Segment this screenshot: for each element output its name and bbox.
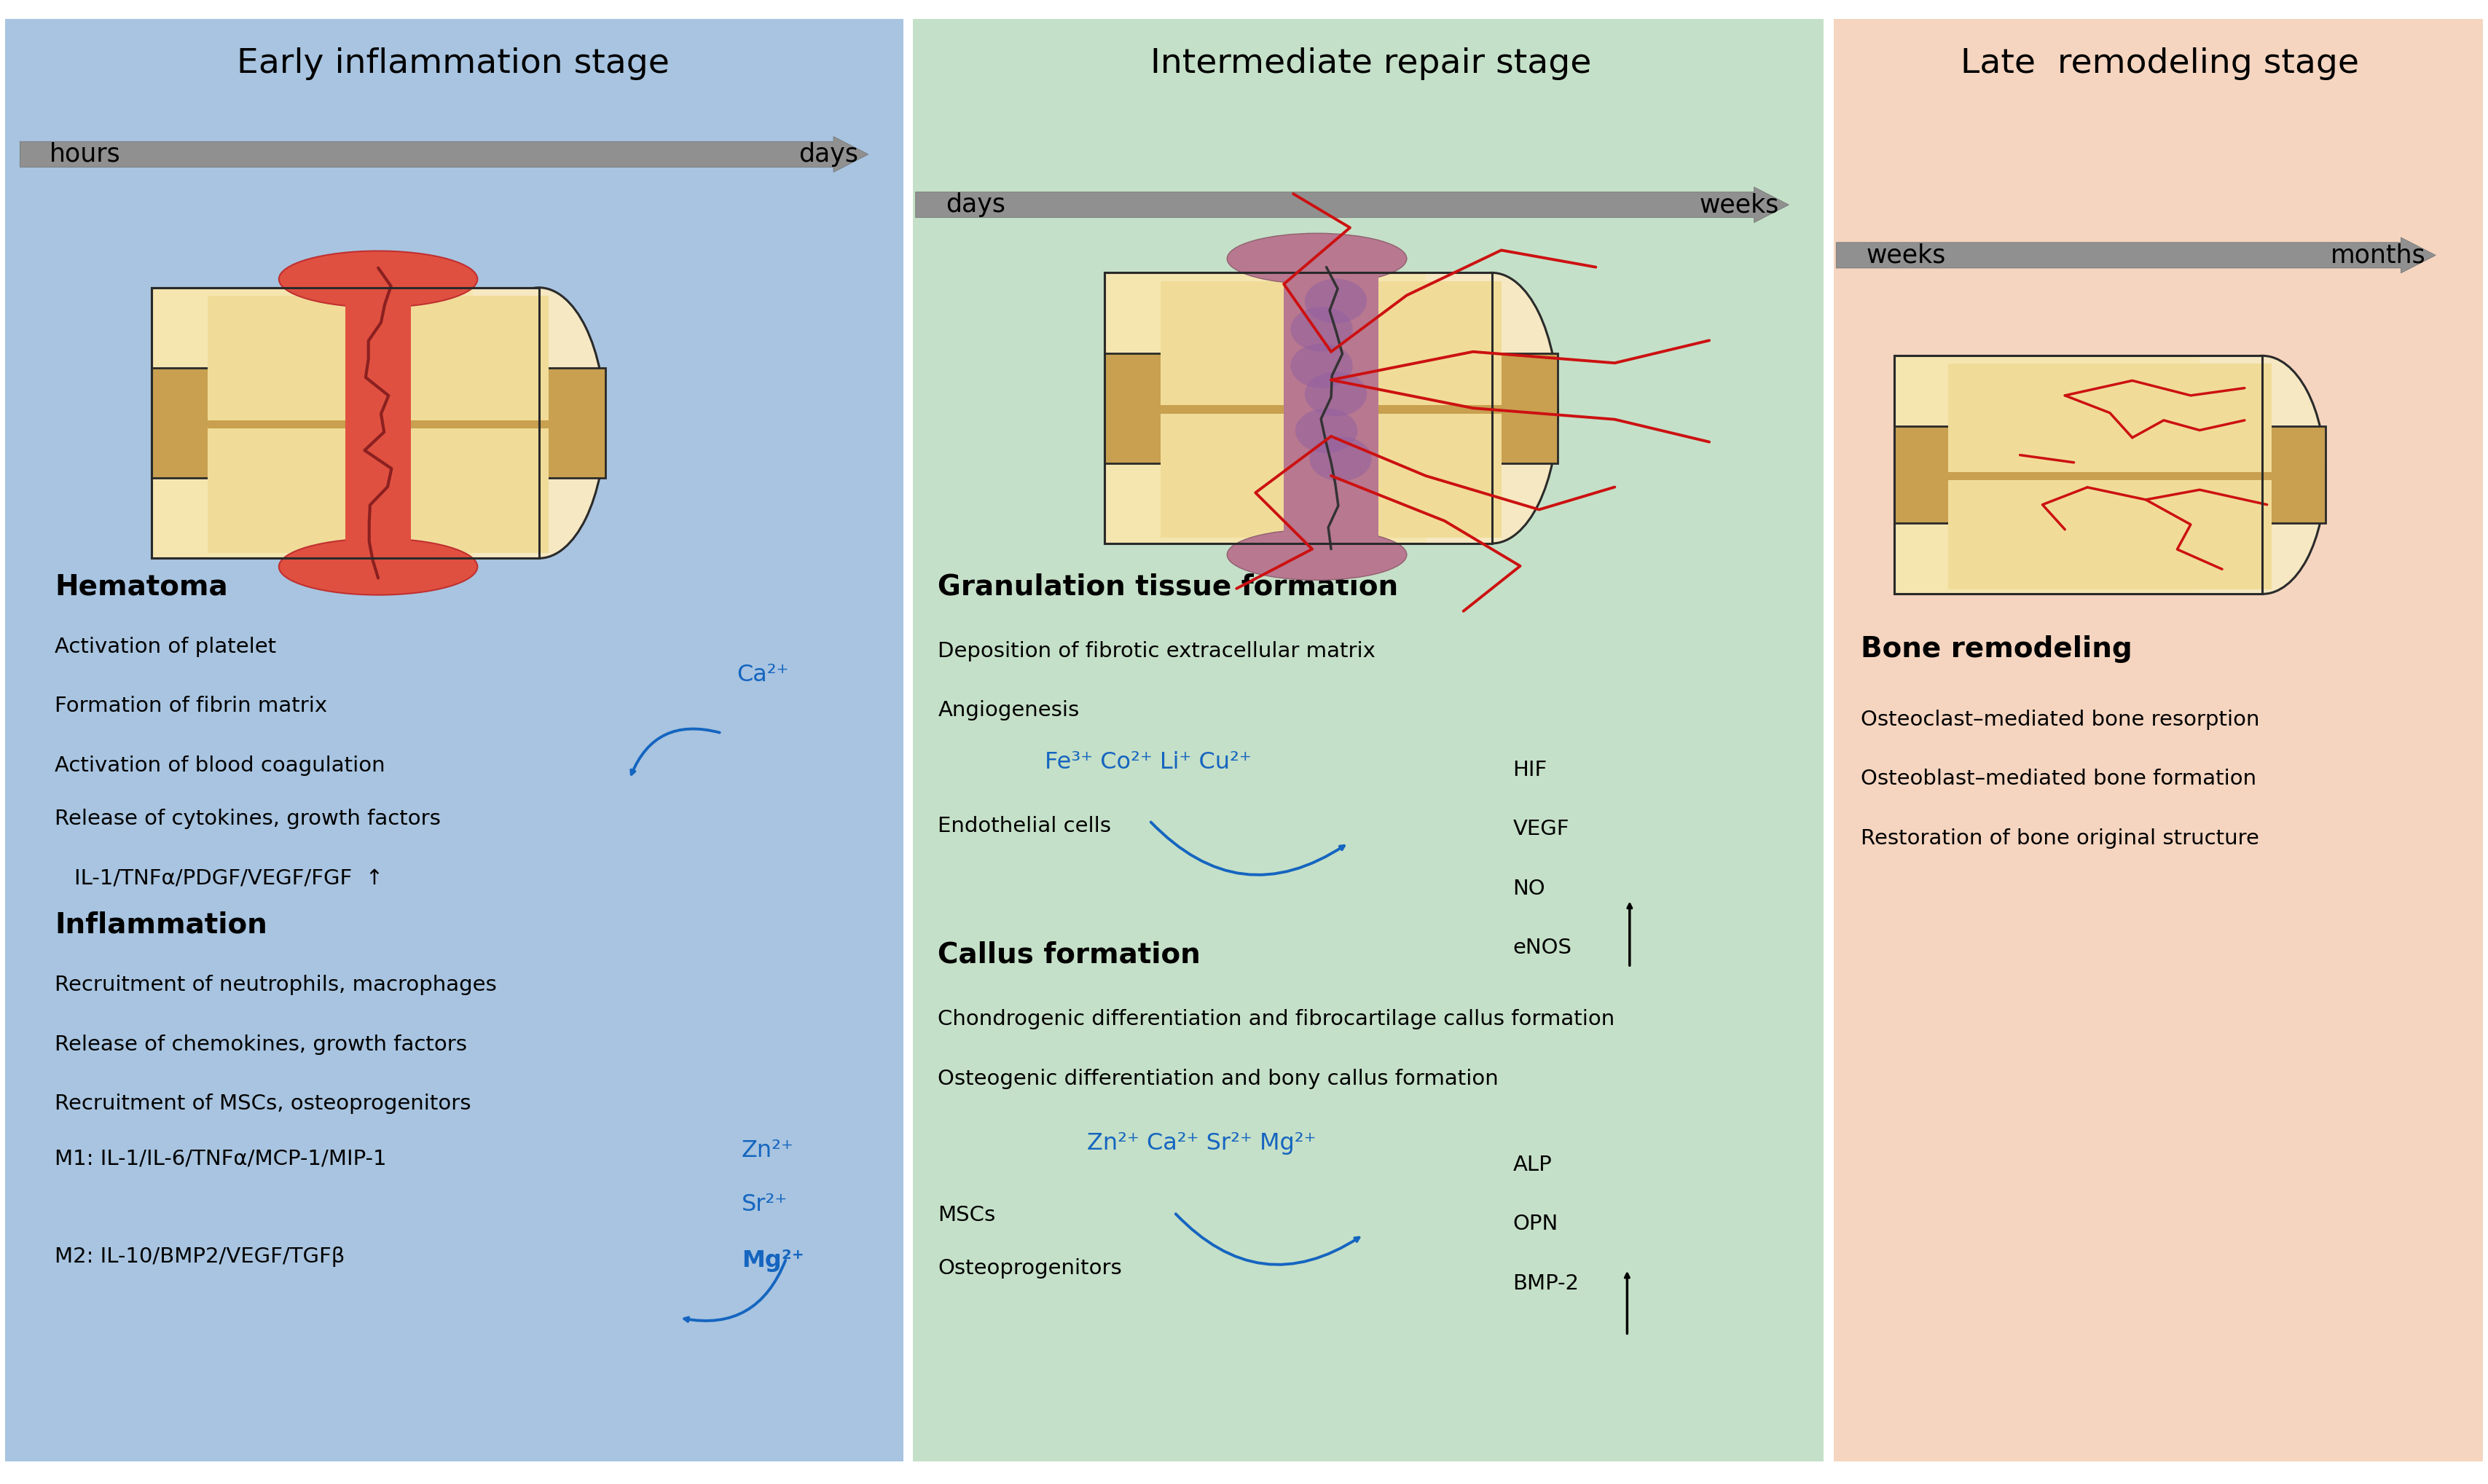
Ellipse shape (1291, 307, 1353, 352)
Bar (152, 368, 605, 478)
Text: Angiogenesis: Angiogenesis (938, 700, 1080, 721)
Text: Recruitment of neutrophils, macrophages: Recruitment of neutrophils, macrophages (55, 975, 498, 996)
Text: hours: hours (50, 142, 122, 166)
Text: Mg²⁺: Mg²⁺ (741, 1250, 804, 1272)
Bar (1893, 356, 2262, 594)
Bar (473, 288, 540, 558)
Bar (152, 288, 540, 558)
Text: Zn²⁺ Ca²⁺ Sr²⁺ Mg²⁺: Zn²⁺ Ca²⁺ Sr²⁺ Mg²⁺ (1087, 1132, 1316, 1155)
Text: Early inflammation stage: Early inflammation stage (236, 47, 669, 80)
Text: Formation of fibrin matrix: Formation of fibrin matrix (55, 696, 328, 717)
Text: Release of chemokines, growth factors: Release of chemokines, growth factors (55, 1034, 468, 1055)
Text: days: days (799, 142, 858, 166)
Text: Osteoblast–mediated bone formation: Osteoblast–mediated bone formation (1861, 769, 2257, 789)
Text: IL-1/TNFα/PDGF/VEGF/FGF  ↑: IL-1/TNFα/PDGF/VEGF/FGF ↑ (75, 868, 383, 889)
Text: Bone remodeling: Bone remodeling (1861, 635, 2132, 663)
Text: ALP: ALP (1513, 1155, 1553, 1175)
FancyArrow shape (916, 187, 1789, 223)
Text: weeks: weeks (1699, 193, 1779, 217)
Bar (2199, 356, 2262, 594)
Text: M1: IL-1/IL-6/TNFα/MCP-1/MIP-1: M1: IL-1/IL-6/TNFα/MCP-1/MIP-1 (55, 1149, 386, 1169)
Text: Fe³⁺ Co²⁺ Li⁺ Cu²⁺: Fe³⁺ Co²⁺ Li⁺ Cu²⁺ (1045, 751, 1251, 773)
Text: Ca²⁺: Ca²⁺ (736, 663, 789, 686)
Text: BMP-2: BMP-2 (1513, 1273, 1580, 1294)
Text: Activation of platelet: Activation of platelet (55, 637, 276, 657)
Text: Zn²⁺: Zn²⁺ (741, 1140, 794, 1162)
Text: Sr²⁺: Sr²⁺ (741, 1193, 789, 1215)
Bar (1948, 479, 2272, 589)
Text: Release of cytokines, growth factors: Release of cytokines, growth factors (55, 809, 440, 830)
Text: months: months (2331, 243, 2426, 267)
Text: Endothelial cells: Endothelial cells (938, 816, 1112, 837)
Text: MSCs: MSCs (938, 1205, 995, 1226)
Text: Callus formation: Callus formation (938, 941, 1202, 969)
Ellipse shape (2199, 356, 2326, 594)
Text: VEGF: VEGF (1513, 819, 1570, 840)
Text: Activation of blood coagulation: Activation of blood coagulation (55, 755, 386, 776)
Bar (1893, 356, 2262, 594)
Bar (152, 288, 540, 558)
Ellipse shape (279, 539, 478, 595)
Text: Intermediate repair stage: Intermediate repair stage (1149, 47, 1592, 80)
Text: weeks: weeks (1866, 243, 1946, 267)
Text: eNOS: eNOS (1513, 938, 1572, 959)
Bar (1105, 273, 1493, 543)
Text: Late  remodeling stage: Late remodeling stage (1961, 47, 2359, 80)
Text: Granulation tissue formation: Granulation tissue formation (938, 573, 1398, 601)
Bar (913, 19, 1824, 1462)
Text: M2: IL-10/BMP2/VEGF/TGFβ: M2: IL-10/BMP2/VEGF/TGFβ (55, 1247, 346, 1267)
Text: Restoration of bone original structure: Restoration of bone original structure (1861, 828, 2259, 849)
Bar (1105, 273, 1493, 543)
Text: NO: NO (1513, 879, 1545, 899)
Text: Deposition of fibrotic extracellular matrix: Deposition of fibrotic extracellular mat… (938, 641, 1376, 662)
Bar (346, 288, 411, 558)
Text: Osteogenic differentiation and bony callus formation: Osteogenic differentiation and bony call… (938, 1068, 1498, 1089)
Bar (1284, 273, 1378, 543)
Ellipse shape (1304, 279, 1366, 324)
Text: Chondrogenic differentiation and fibrocartilage callus formation: Chondrogenic differentiation and fibroca… (938, 1009, 1615, 1030)
Text: HIF: HIF (1513, 760, 1548, 781)
Bar (1162, 414, 1500, 537)
Bar (209, 297, 547, 420)
Ellipse shape (1296, 408, 1358, 453)
Text: Recruitment of MSCs, osteoprogenitors: Recruitment of MSCs, osteoprogenitors (55, 1094, 470, 1114)
Text: days: days (945, 193, 1005, 217)
Ellipse shape (473, 288, 605, 558)
Bar (209, 429, 547, 552)
Ellipse shape (1426, 273, 1557, 543)
Bar (1948, 364, 2272, 472)
Text: Osteoclast–mediated bone resorption: Osteoclast–mediated bone resorption (1861, 709, 2259, 730)
Text: Osteoprogenitors: Osteoprogenitors (938, 1258, 1122, 1279)
Ellipse shape (1304, 372, 1366, 417)
Ellipse shape (1227, 530, 1406, 580)
Bar (1426, 273, 1493, 543)
FancyArrow shape (1836, 237, 2436, 273)
Ellipse shape (1291, 344, 1353, 389)
Bar (1162, 280, 1500, 405)
Text: Inflammation: Inflammation (55, 911, 266, 939)
Ellipse shape (279, 251, 478, 307)
Ellipse shape (1227, 233, 1406, 283)
Text: OPN: OPN (1513, 1214, 1557, 1235)
Bar (1893, 426, 2326, 524)
Ellipse shape (1309, 436, 1371, 481)
Bar (1834, 19, 2483, 1462)
FancyArrow shape (20, 137, 868, 172)
Bar (1105, 353, 1557, 463)
Bar (5, 19, 903, 1462)
Text: Hematoma: Hematoma (55, 573, 229, 601)
